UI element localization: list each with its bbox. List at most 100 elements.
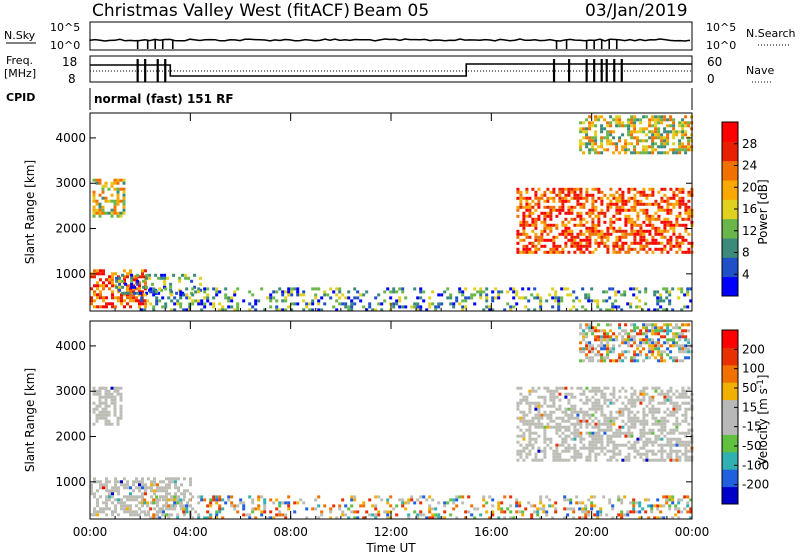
echo-cell	[257, 507, 261, 511]
echo-cell	[636, 398, 640, 402]
echo-cell	[146, 504, 150, 508]
echo-cell	[141, 290, 144, 294]
echo-cell	[164, 302, 168, 306]
echo-cell	[143, 293, 147, 297]
echo-cell	[567, 220, 571, 224]
echo-cell	[642, 434, 646, 438]
y-tick-label: 4000	[55, 131, 86, 145]
echo-cell	[636, 118, 640, 122]
echo-cell	[138, 287, 141, 291]
echo-cell	[395, 513, 399, 517]
echo-cell	[576, 410, 580, 414]
echo-cell	[555, 443, 559, 447]
echo-cell	[674, 504, 678, 508]
echo-cell	[98, 211, 102, 215]
echo-cell	[107, 419, 111, 423]
echo-cell	[600, 353, 604, 357]
echo-cell	[605, 513, 609, 517]
echo-cell	[621, 350, 625, 354]
echo-cell	[633, 124, 637, 128]
echo-cell	[522, 437, 526, 441]
echo-cell	[93, 510, 96, 514]
echo-cell	[671, 287, 675, 291]
echo-cell	[287, 501, 291, 505]
echo-cell	[588, 151, 592, 155]
echo-cell	[98, 205, 102, 209]
echo-cell	[645, 440, 649, 444]
echo-cell	[642, 416, 646, 420]
echo-cell	[672, 118, 676, 122]
echo-cell	[383, 290, 387, 294]
echo-cell	[615, 199, 619, 203]
echo-cell	[102, 287, 105, 291]
echo-cell	[591, 431, 595, 435]
echo-cell	[209, 516, 213, 520]
echo-cell	[663, 226, 667, 230]
echo-cell	[546, 205, 550, 209]
echo-cell	[654, 133, 658, 137]
echo-cell	[431, 516, 435, 520]
echo-cell	[122, 193, 126, 197]
echo-cell	[410, 498, 414, 502]
echo-cell	[657, 401, 661, 405]
echo-cell	[392, 305, 396, 309]
echo-cell	[564, 395, 568, 399]
echo-cell	[230, 501, 234, 505]
echo-cell	[669, 187, 673, 191]
echo-cell	[633, 356, 637, 360]
echo-cell	[179, 305, 183, 309]
echo-cell	[681, 235, 685, 239]
echo-cell	[639, 118, 643, 122]
echo-cell	[645, 196, 649, 200]
echo-cell	[648, 401, 652, 405]
echo-cell	[621, 413, 625, 417]
echo-cell	[612, 416, 616, 420]
echo-cell	[594, 151, 598, 155]
echo-cell	[156, 483, 159, 487]
echo-cell	[524, 296, 528, 300]
echo-cell	[606, 124, 610, 128]
echo-cell	[485, 501, 489, 505]
echo-cell	[537, 401, 541, 405]
echo-cell	[624, 332, 628, 336]
echo-cell	[311, 308, 315, 312]
echo-cell	[126, 287, 129, 291]
echo-cell	[543, 449, 547, 453]
echo-cell	[669, 329, 673, 333]
echo-cell	[102, 272, 105, 276]
echo-cell	[666, 443, 670, 447]
echo-cell	[624, 124, 628, 128]
echo-cell	[561, 443, 565, 447]
echo-cell	[110, 193, 114, 197]
echo-cell	[684, 446, 688, 450]
echo-cell	[615, 196, 619, 200]
echo-cell	[680, 510, 684, 514]
echo-cell	[600, 232, 604, 236]
echo-cell	[218, 498, 222, 502]
echo-cell	[146, 501, 150, 505]
echo-cell	[582, 250, 586, 254]
echo-cell	[126, 302, 129, 306]
echo-cell	[113, 187, 117, 191]
echo-cell	[636, 452, 640, 456]
echo-cell	[153, 480, 156, 484]
echo-cell	[630, 187, 634, 191]
echo-cell	[648, 437, 652, 441]
echo-cell	[353, 510, 357, 514]
echo-cell	[183, 489, 186, 493]
echo-cell	[99, 495, 102, 499]
echo-cell	[555, 389, 559, 393]
echo-cell	[636, 139, 640, 143]
echo-cell	[645, 449, 649, 453]
echo-cell	[675, 214, 679, 218]
echo-cell	[627, 232, 631, 236]
echo-cell	[209, 504, 213, 508]
echo-cell	[579, 244, 583, 248]
echo-cell	[543, 214, 547, 218]
y-tick-label: 3000	[55, 176, 86, 190]
echo-cell	[95, 413, 99, 417]
echo-cell	[404, 296, 408, 300]
echo-cell	[675, 404, 679, 408]
echo-cell	[594, 124, 598, 128]
echo-cell	[104, 386, 108, 390]
